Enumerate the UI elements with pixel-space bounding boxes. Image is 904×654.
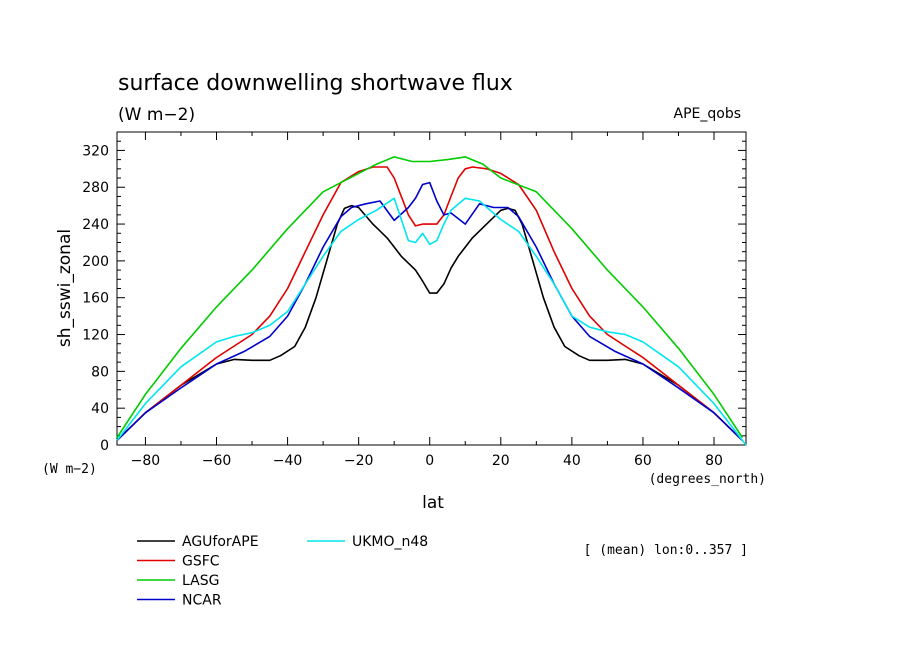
y-tick-label: 280 bbox=[82, 180, 109, 196]
y-tick-label: 160 bbox=[82, 291, 109, 307]
axis-ticks: −80 −60 −40 −20 0 20 40 60 80 0 40 80 120 160 200 240 28… bbox=[82, 131, 746, 469]
y-tick-label: 40 bbox=[91, 401, 109, 417]
y-tick-label: 0 bbox=[100, 438, 109, 454]
legend-label: LASG bbox=[182, 573, 219, 589]
legend-label: NCAR bbox=[182, 593, 222, 609]
x-tick-label: 40 bbox=[563, 453, 581, 469]
y-tick-label: 120 bbox=[82, 328, 109, 344]
series-line-ncar bbox=[116, 181, 743, 441]
y-tick-label: 320 bbox=[82, 143, 109, 159]
legend-label: GSFC bbox=[182, 554, 220, 570]
series-line-lasg bbox=[116, 156, 744, 439]
chart-units: (W m−2) bbox=[118, 105, 195, 125]
series-line-gsfc bbox=[116, 166, 743, 441]
y-tick-label: 80 bbox=[91, 364, 109, 380]
mean-annotation: [ (mean) lon:0..357 ] bbox=[584, 543, 748, 558]
x-tick-label: −60 bbox=[202, 453, 232, 469]
series-line-ukmo_n48 bbox=[116, 197, 747, 446]
legend: AGUforAPE GSFC LASG NCAR UKMO_n48 bbox=[137, 534, 428, 609]
x-tick-label: −20 bbox=[344, 453, 374, 469]
chart-title: surface downwelling shortwave flux bbox=[118, 71, 513, 96]
y-tick-label: 200 bbox=[82, 254, 109, 270]
x-tick-label: 60 bbox=[634, 453, 652, 469]
x-axis-title: lat bbox=[422, 493, 444, 513]
x-tick-label: 0 bbox=[425, 453, 434, 469]
experiment-label: APE_qobs bbox=[674, 106, 742, 122]
y-axis-units: (W m−2) bbox=[42, 462, 97, 477]
series-lines bbox=[116, 156, 747, 446]
legend-label: AGUforAPE bbox=[182, 534, 259, 550]
y-tick-label: 240 bbox=[82, 217, 109, 233]
series-line-aguforape bbox=[116, 204, 743, 441]
x-axis-units: (degrees_north) bbox=[649, 472, 766, 487]
x-tick-label: −80 bbox=[131, 453, 161, 469]
legend-label: UKMO_n48 bbox=[352, 534, 428, 550]
x-tick-label: 80 bbox=[705, 453, 723, 469]
x-tick-label: −40 bbox=[273, 453, 303, 469]
plot-frame bbox=[116, 131, 747, 446]
x-tick-label: 20 bbox=[492, 453, 510, 469]
y-axis-title: sh_sswi_zonal bbox=[55, 229, 75, 347]
